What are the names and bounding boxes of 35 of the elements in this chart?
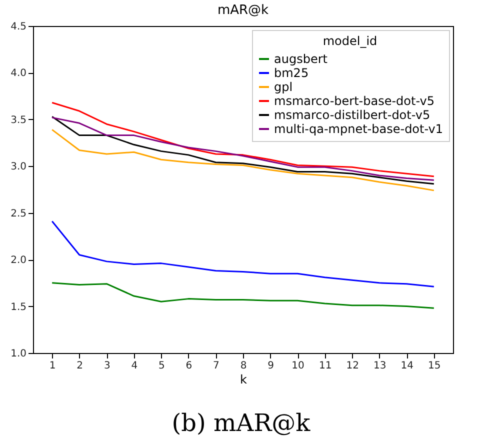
- x-tick-label: 3: [104, 360, 110, 372]
- x-tick-label: 10: [292, 360, 304, 372]
- x-tick-label: 2: [76, 360, 84, 372]
- y-tick-label: 1.5: [10, 302, 26, 313]
- legend-label: augsbert: [274, 52, 328, 66]
- y-tick-label: 4.0: [10, 68, 26, 80]
- x-tick-label: 12: [346, 360, 359, 372]
- legend-title: model_id: [322, 34, 378, 48]
- x-tick-label: 1: [49, 360, 56, 372]
- y-tick-label: 3.5: [10, 114, 26, 126]
- y-tick-label: 2.0: [10, 255, 26, 266]
- legend-label: msmarco-distilbert-dot-v5: [274, 108, 430, 122]
- chart-title: mAR@k: [217, 3, 270, 18]
- x-tick-label: 4: [131, 360, 138, 372]
- x-tick-label: 15: [428, 360, 441, 372]
- legend-label: bm25: [274, 66, 309, 80]
- x-tick-label: 7: [213, 360, 220, 372]
- line-series: [51, 220, 435, 288]
- x-tick-label: 14: [400, 360, 414, 372]
- x-tick-label: 5: [158, 360, 165, 372]
- legend-label: gpl: [274, 80, 293, 94]
- legend-label: multi-qa-mpnet-base-dot-v1: [274, 122, 443, 136]
- legend-label: msmarco-bert-base-dot-v5: [274, 94, 434, 108]
- x-tick-label: 11: [318, 360, 332, 372]
- x-tick-label: 13: [373, 360, 386, 372]
- y-tick-label: 1.0: [10, 348, 26, 360]
- x-tick-label: 6: [186, 360, 192, 372]
- y-tick-label: 3.0: [10, 162, 26, 173]
- line-series: [51, 282, 435, 309]
- y-tick-label: 4.5: [10, 22, 26, 32]
- x-axis-title: k: [240, 372, 248, 386]
- x-tick-label: 8: [240, 360, 247, 372]
- x-tick-label: 9: [268, 360, 274, 372]
- y-tick-label: 2.5: [10, 208, 26, 220]
- text: (b) mAR@k: [170, 409, 312, 437]
